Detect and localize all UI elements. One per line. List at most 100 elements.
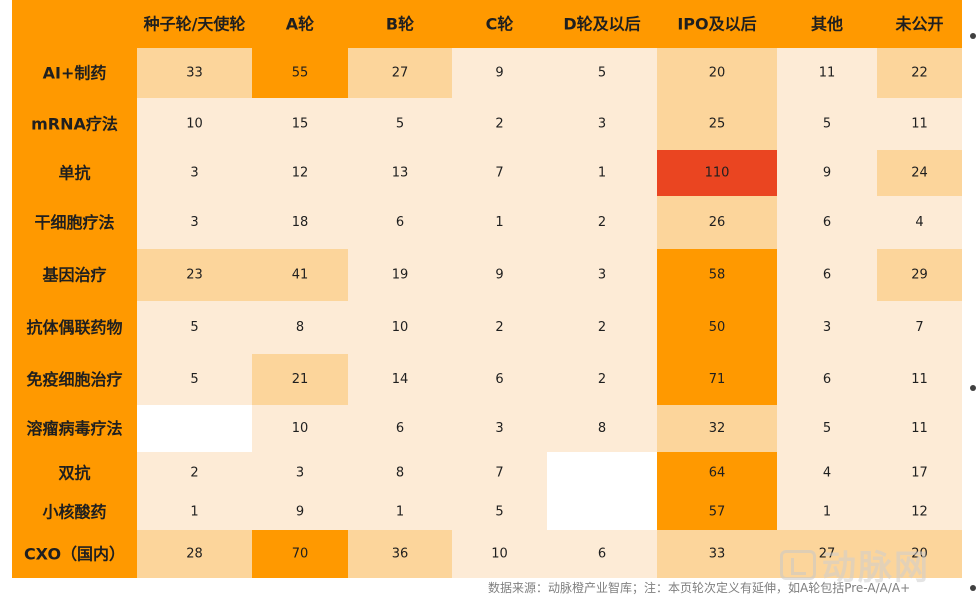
cell-value: 10 [186, 117, 203, 132]
cell-value: 3 [190, 215, 198, 230]
cell-value: 9 [296, 505, 304, 520]
heatmap-cell [657, 405, 777, 452]
column-header: IPO及以后 [677, 15, 756, 34]
row-label: CXO（国内） [24, 545, 125, 564]
cell-value: 4 [915, 215, 923, 230]
heatmap-cell [657, 150, 777, 196]
heatmap-cell [348, 494, 452, 530]
heatmap-cell [348, 354, 452, 405]
cell-value: 5 [598, 66, 606, 81]
column-header: 种子轮/天使轮 [143, 15, 246, 34]
cell-value: 6 [823, 372, 831, 387]
cell-value: 11 [911, 117, 928, 132]
heatmap-cell [657, 452, 777, 494]
heatmap-cell [137, 494, 252, 530]
heatmap-cell [547, 249, 657, 301]
cell-value: 11 [819, 66, 836, 81]
cell-value: 24 [911, 166, 928, 181]
cell-value: 17 [911, 466, 928, 481]
heatmap-cell [252, 301, 348, 354]
heatmap-cell [877, 249, 962, 301]
heatmap-cell [452, 150, 547, 196]
heatmap-cell [547, 150, 657, 196]
cell-value: 29 [911, 268, 928, 283]
heatmap-cell [252, 150, 348, 196]
heatmap-cell [348, 150, 452, 196]
heatmap-cell [657, 48, 777, 98]
heatmap-cell [348, 301, 452, 354]
cell-value: 33 [186, 66, 203, 81]
heatmap-cell [777, 354, 877, 405]
heatmap-cell [657, 196, 777, 249]
logo-icon [780, 549, 816, 580]
heatmap-cell [348, 196, 452, 249]
cell-value: 13 [392, 166, 409, 181]
heatmap-cell [137, 530, 252, 578]
heatmap-cell [547, 452, 657, 494]
cell-value: 50 [709, 320, 726, 335]
heatmap-cell [452, 98, 547, 150]
cell-value: 1 [190, 505, 198, 520]
heatmap-cell [777, 196, 877, 249]
cell-value: 6 [495, 372, 503, 387]
heatmap-cell [348, 530, 452, 578]
heatmap-cell [452, 301, 547, 354]
heatmap-cell [547, 98, 657, 150]
cell-value: 15 [292, 117, 309, 132]
cell-value: 55 [292, 66, 309, 81]
heatmap-cell [137, 405, 252, 452]
heatmap-cell [777, 494, 877, 530]
row-label: 小核酸药 [42, 503, 106, 522]
heatmap-cell [348, 249, 452, 301]
cell-value: 1 [823, 505, 831, 520]
row-label: AI+制药 [43, 64, 107, 83]
cell-value: 57 [709, 505, 726, 520]
cell-value: 25 [709, 117, 726, 132]
row-label: 溶瘤病毒疗法 [26, 419, 122, 438]
cell-value: 1 [598, 166, 606, 181]
heatmap-cell [547, 48, 657, 98]
heatmap-cell [657, 98, 777, 150]
cell-value: 41 [292, 268, 309, 283]
heatmap-cell [777, 150, 877, 196]
cell-value: 36 [392, 547, 409, 562]
heatmap-cell [547, 354, 657, 405]
heatmap-cell [877, 196, 962, 249]
cell-value: 58 [709, 268, 726, 283]
cell-value: 1 [495, 215, 503, 230]
cell-value: 9 [495, 268, 503, 283]
cell-value: 10 [491, 547, 508, 562]
cell-value: 6 [598, 547, 606, 562]
cell-value: 21 [292, 372, 309, 387]
heatmap-cell [657, 249, 777, 301]
heatmap-cell [657, 494, 777, 530]
heatmap-cell [348, 405, 452, 452]
cell-value: 3 [190, 166, 198, 181]
row-label-band [12, 48, 137, 578]
cell-value: 12 [911, 505, 928, 520]
column-header: D轮及以后 [563, 15, 640, 34]
cell-value: 7 [495, 166, 503, 181]
cell-value: 2 [598, 372, 606, 387]
heatmap-cell [877, 452, 962, 494]
cell-value: 3 [296, 466, 304, 481]
cell-value: 22 [911, 66, 928, 81]
heatmap-cell [452, 249, 547, 301]
cell-value: 5 [190, 320, 198, 335]
heatmap-cell [348, 98, 452, 150]
heatmap-cell [348, 452, 452, 494]
cell-value: 23 [186, 268, 203, 283]
heatmap-cell [777, 98, 877, 150]
cell-value: 27 [819, 547, 836, 562]
cell-value: 33 [709, 547, 726, 562]
cell-value: 10 [292, 421, 309, 436]
cell-value: 8 [296, 320, 304, 335]
heatmap-cell [137, 98, 252, 150]
cell-value: 32 [709, 421, 726, 436]
cell-value: 6 [823, 215, 831, 230]
heatmap-cell [777, 405, 877, 452]
heatmap-cell [252, 196, 348, 249]
watermark-logo: 动脉网 [780, 540, 930, 589]
cell-value: 5 [495, 505, 503, 520]
data-source-note: 数据来源：动脉橙产业智库；注：本页轮次定义有延伸，如A轮包括Pre-A/A/A+ [488, 581, 911, 595]
